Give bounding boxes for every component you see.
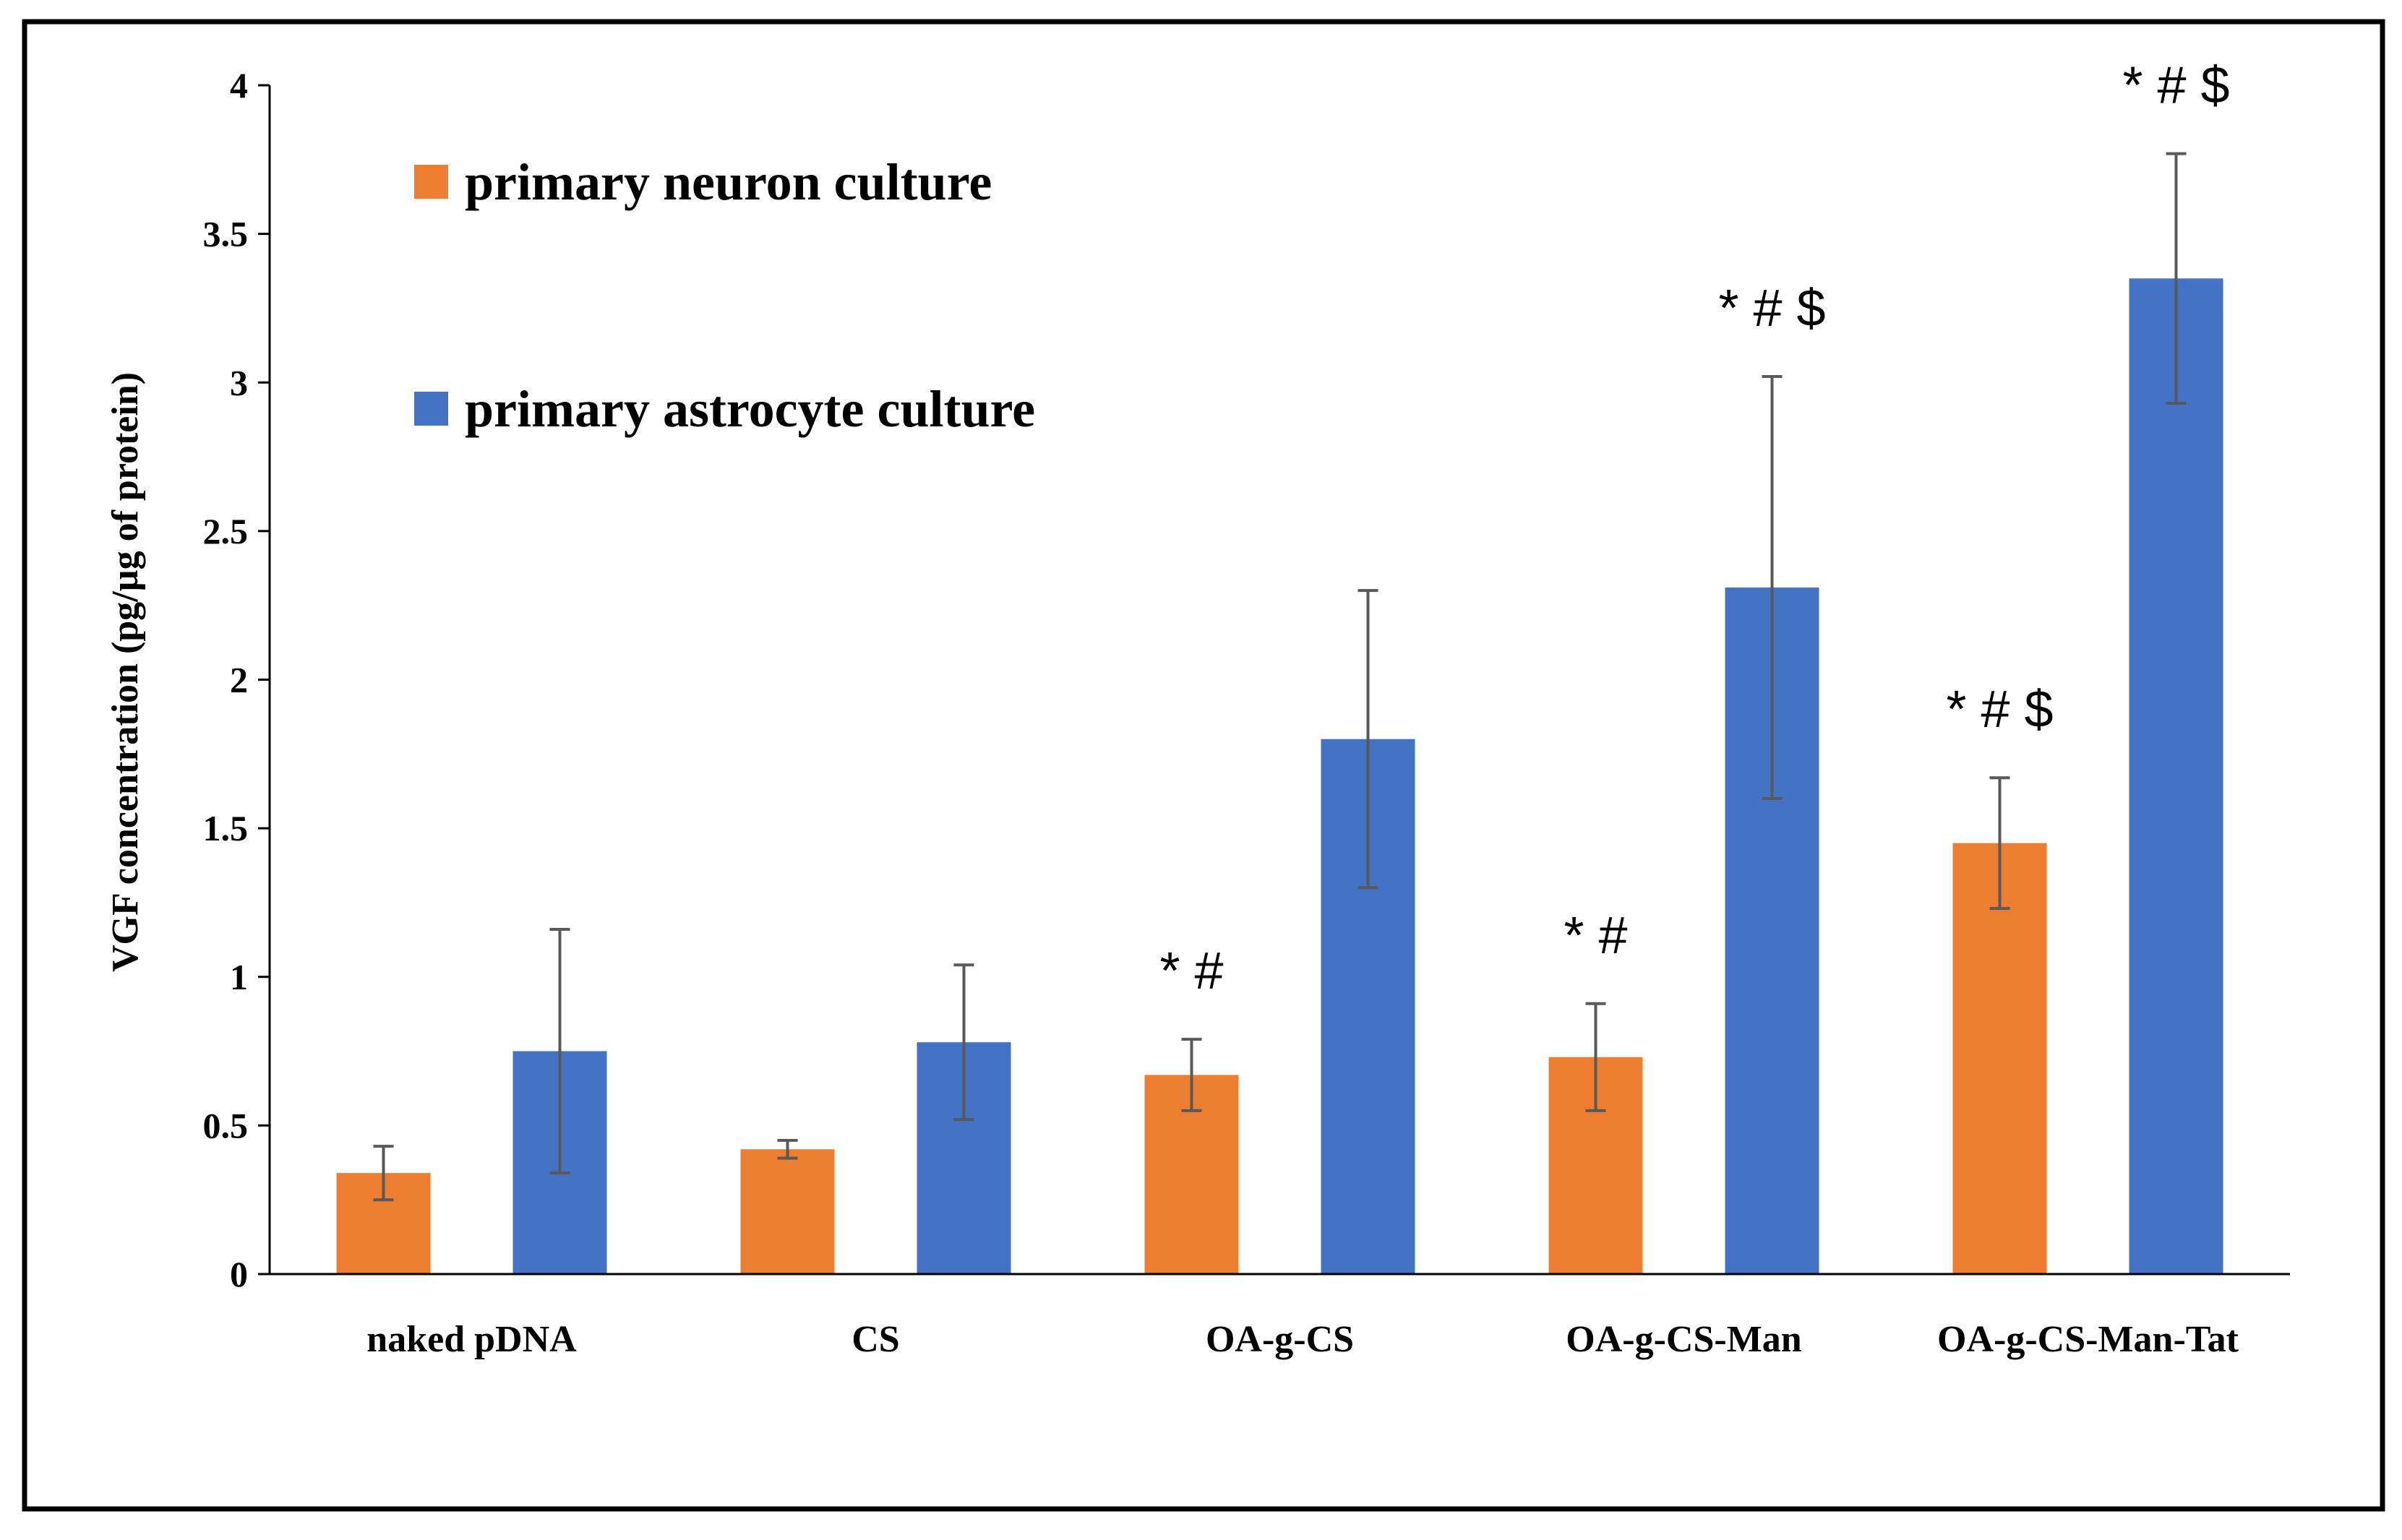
error-bar <box>953 963 974 1122</box>
legend: primary neuron culture primary astrocyte … <box>414 153 1035 438</box>
legend-item: primary astrocyte culture <box>414 380 1035 438</box>
x-category-label: OA-g-CS-Man-Tat <box>1937 1319 2239 1360</box>
y-tick-label: 0 <box>230 1254 248 1294</box>
error-bars <box>373 152 2187 1202</box>
axes <box>268 85 2290 1276</box>
significance-label: * # $ <box>2122 57 2229 115</box>
legend-label: primary neuron culture <box>465 153 992 211</box>
y-axis-title-group: VGF concentration (pg/µg of protein) <box>105 372 146 972</box>
y-axis-ticks: 0 0.5 1 1.5 2 2.5 3 3.5 4 <box>203 65 270 1294</box>
y-tick-label: 2 <box>230 660 248 700</box>
error-bar <box>1989 776 2010 911</box>
error-bar <box>1357 589 1378 890</box>
significance-label: * # <box>1564 907 1627 965</box>
bar-neuron-1 <box>740 1149 835 1274</box>
significance-label: * # $ <box>1718 280 1825 337</box>
x-category-label: naked pDNA <box>366 1319 577 1360</box>
legend-item: primary neuron culture <box>414 153 992 211</box>
y-tick-label: 0.5 <box>203 1105 249 1145</box>
legend-label: primary astrocyte culture <box>465 380 1035 438</box>
error-bar <box>373 1145 394 1202</box>
y-tick-label: 3 <box>230 362 248 403</box>
x-axis-categories: naked pDNA CS OA-g-CS OA-g-CS-Man OA-g-CS-Ma… <box>366 1319 2239 1360</box>
y-tick-label: 4 <box>230 65 248 106</box>
y-tick-label: 1 <box>230 957 248 997</box>
chart-frame <box>22 19 2385 1512</box>
significance-label: * # $ <box>1946 681 2053 739</box>
error-bar <box>2166 152 2187 405</box>
error-bar <box>777 1138 798 1160</box>
y-tick-label: 1.5 <box>203 808 249 848</box>
significance-annotations: * # * # * # $ * # $ * # $ <box>1159 57 2229 1001</box>
bar-neuron-4 <box>1952 843 2047 1274</box>
y-tick-label: 2.5 <box>203 511 249 551</box>
x-category-label: OA-g-CS-Man <box>1566 1319 1802 1360</box>
error-bar <box>1585 1002 1606 1112</box>
x-category-label: CS <box>852 1319 899 1360</box>
bar-astrocyte-4 <box>2129 278 2223 1274</box>
legend-swatch <box>414 165 448 199</box>
y-axis-title: VGF concentration (pg/µg of protein) <box>105 372 146 972</box>
x-category-label: OA-g-CS <box>1206 1319 1354 1360</box>
legend-swatch <box>414 392 448 426</box>
error-bar <box>1762 375 1783 800</box>
error-bar <box>549 927 570 1175</box>
error-bar <box>1181 1038 1202 1112</box>
y-tick-label: 3.5 <box>203 214 249 254</box>
significance-label: * # <box>1159 942 1223 1000</box>
